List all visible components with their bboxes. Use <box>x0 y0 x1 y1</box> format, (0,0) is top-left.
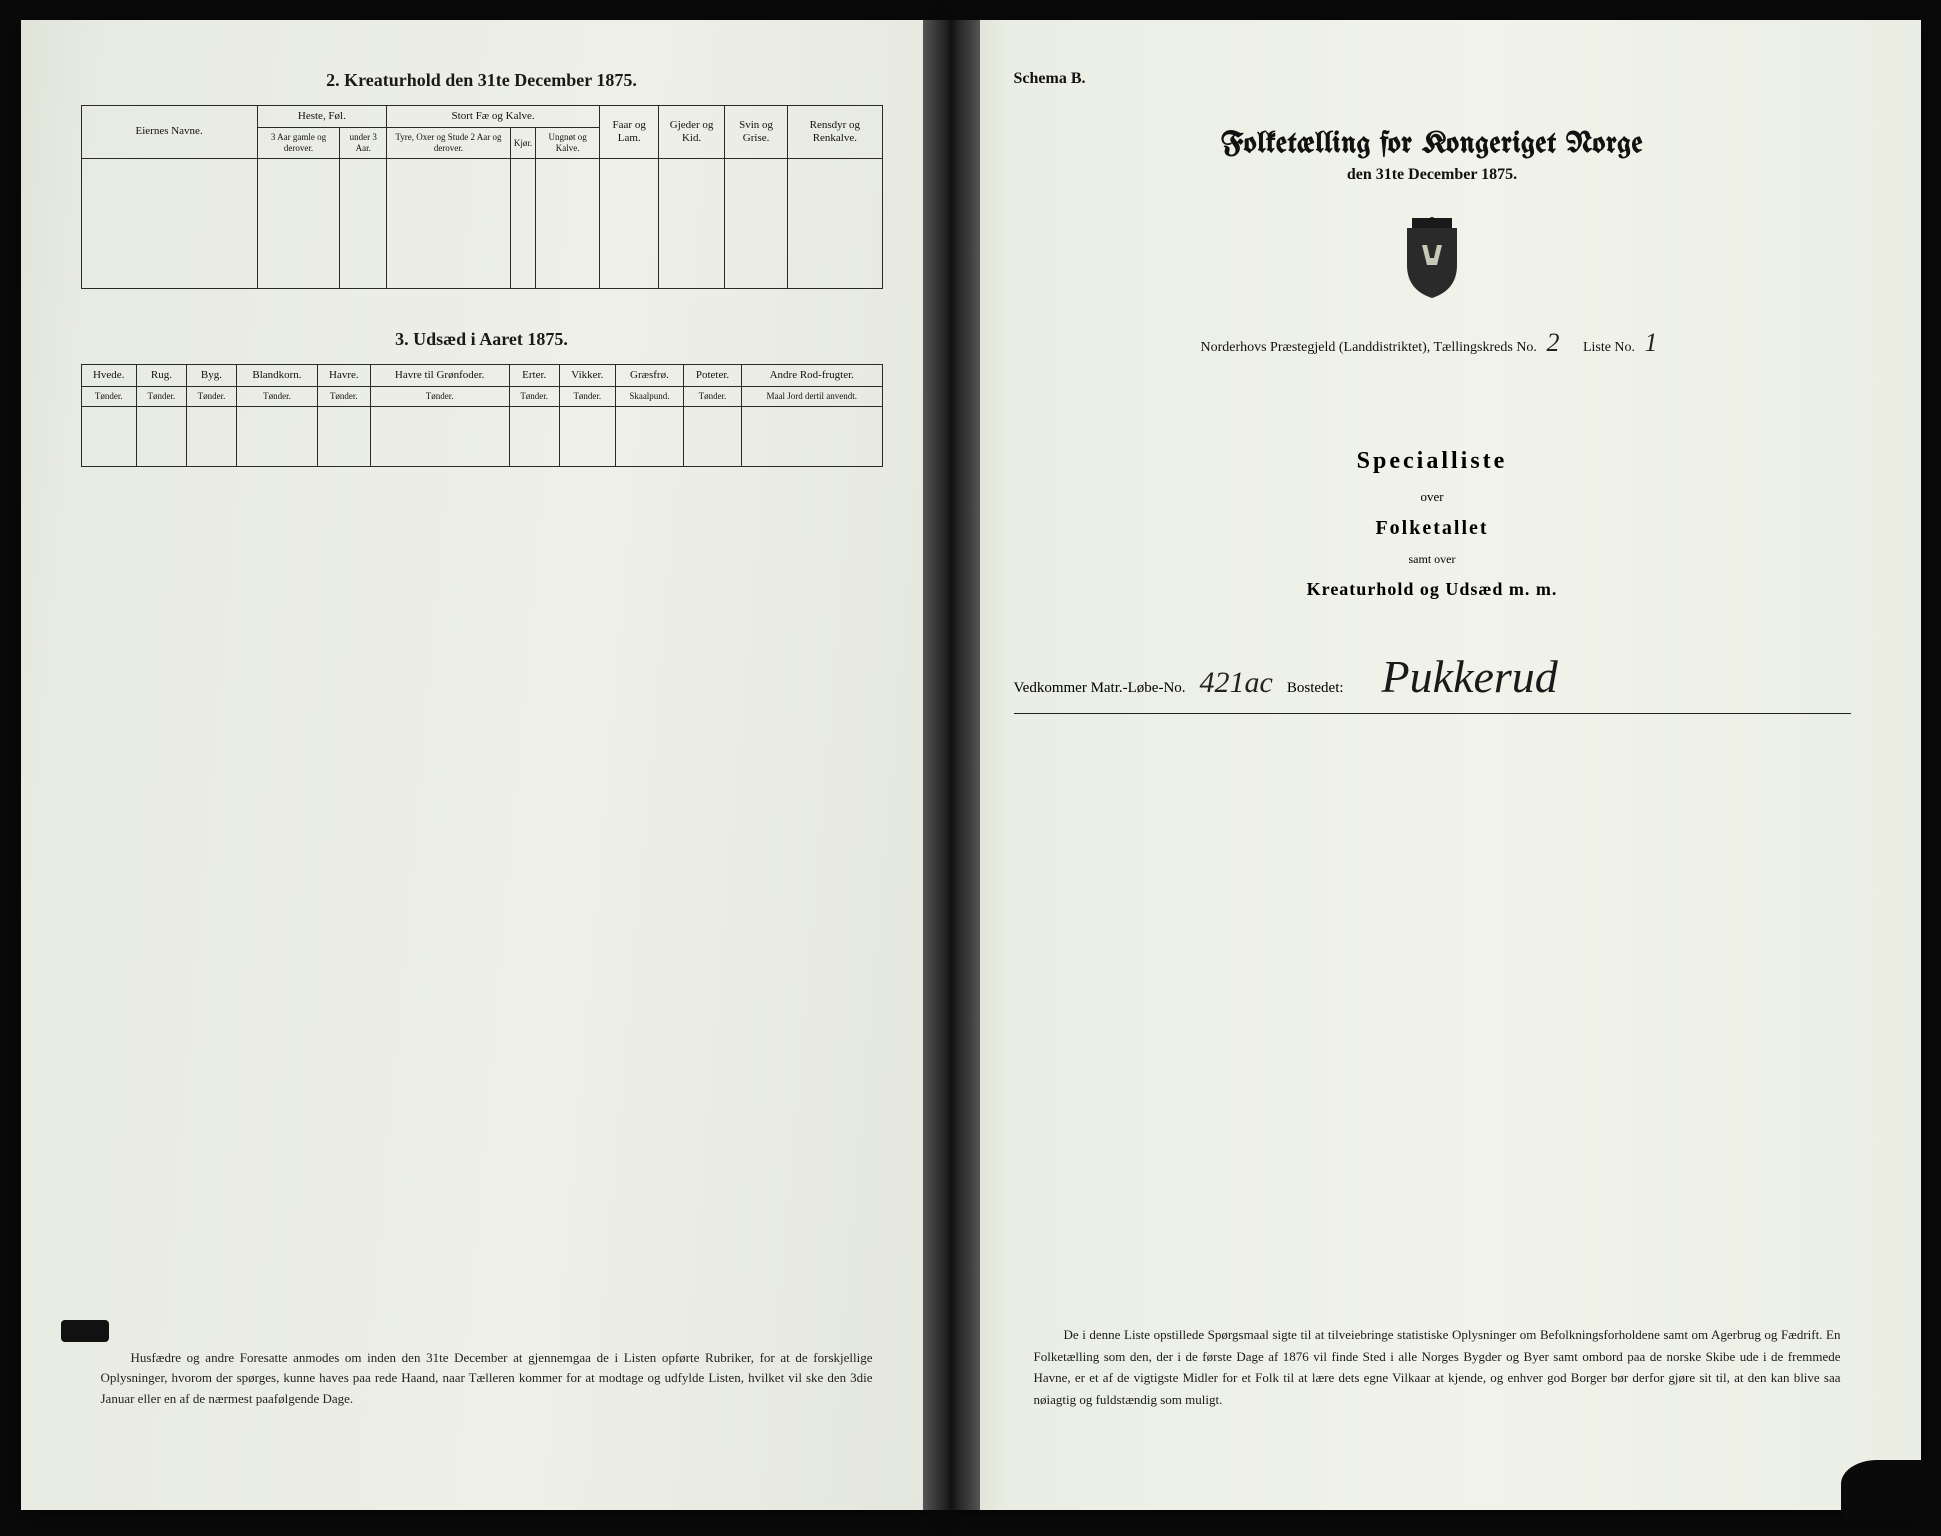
left-footer-text: Husfædre og andre Foresatte anmodes om i… <box>101 1348 873 1410</box>
u8: Tønder. <box>559 386 615 406</box>
section2-title: 2. Kreaturhold den 31te December 1875. <box>81 70 883 91</box>
c8: Vikker. <box>559 364 615 386</box>
c9: Græsfrø. <box>615 364 683 386</box>
underline <box>1014 713 1851 714</box>
right-page: Schema B. Folketælling for Kongeriget No… <box>952 20 1921 1510</box>
group-stortfae: Stort Fæ og Kalve. <box>387 106 600 128</box>
over: over <box>1014 489 1851 505</box>
u11: Maal Jord dertil anvendt. <box>742 386 882 406</box>
section3-title: 3. Udsæd i Aaret 1875. <box>81 329 883 350</box>
col-faar: Faar og Lam. <box>600 106 659 159</box>
u1: Tønder. <box>81 386 136 406</box>
c2: Rug. <box>136 364 186 386</box>
corner-shadow <box>1841 1460 1931 1520</box>
coat-of-arms-icon <box>1392 210 1472 300</box>
col-gjeder: Gjeder og Kid. <box>659 106 725 159</box>
samt: samt over <box>1014 552 1851 567</box>
u6: Tønder. <box>370 386 509 406</box>
district-line: Norderhovs Præstegjeld (Landdistriktet),… <box>1014 328 1851 358</box>
u3: Tønder. <box>186 386 236 406</box>
matr-no: 421ac <box>1194 666 1279 700</box>
sub-fae-1: Tyre, Oxer og Stude 2 Aar og derover. <box>387 128 511 159</box>
district-prefix: Norderhovs Præstegjeld (Landdistriktet),… <box>1200 340 1536 355</box>
u7: Tønder. <box>509 386 559 406</box>
kreds-no: 2 <box>1540 328 1565 357</box>
subtitle: den 31te December 1875. <box>1014 166 1851 184</box>
c7: Erter. <box>509 364 559 386</box>
left-page: 2. Kreaturhold den 31te December 1875. E… <box>21 20 933 1510</box>
right-footer-text: De i denne Liste opstillede Spørgsmaal s… <box>1034 1324 1841 1410</box>
book-binding <box>923 20 980 1510</box>
sub-heste-1: 3 Aar gamle og derover. <box>257 128 340 159</box>
group-heste: Heste, Føl. <box>257 106 386 128</box>
table-row <box>81 158 882 288</box>
bostedet-value: Pukkerud <box>1382 650 1558 703</box>
sub-fae-2: Kjør. <box>510 128 535 159</box>
c5: Havre. <box>317 364 370 386</box>
folketallet: Folketallet <box>1014 517 1851 540</box>
matr-line: Vedkommer Matr.-Løbe-No. 421ac Bostedet:… <box>1014 650 1851 703</box>
u9: Skaalpund. <box>615 386 683 406</box>
right-footer-body: De i denne Liste opstillede Spørgsmaal s… <box>1034 1327 1841 1406</box>
c11: Andre Rod-frugter. <box>742 364 882 386</box>
sub-heste-2: under 3 Aar. <box>340 128 387 159</box>
col-svin: Svin og Grise. <box>725 106 788 159</box>
c10: Poteter. <box>683 364 741 386</box>
c1: Hvede. <box>81 364 136 386</box>
u10: Tønder. <box>683 386 741 406</box>
kreatur: Kreaturhold og Udsæd m. m. <box>1014 579 1851 600</box>
schema-label: Schema B. <box>1014 70 1851 88</box>
table-row <box>81 406 882 466</box>
u4: Tønder. <box>237 386 318 406</box>
u2: Tønder. <box>136 386 186 406</box>
udsaed-table: Hvede. Rug. Byg. Blandkorn. Havre. Havre… <box>81 364 883 467</box>
left-footer-body: Husfædre og andre Foresatte anmodes om i… <box>101 1350 873 1407</box>
ink-blot <box>61 1320 109 1342</box>
book-spread: 2. Kreaturhold den 31te December 1875. E… <box>21 20 1921 1510</box>
u5: Tønder. <box>317 386 370 406</box>
sub-fae-3: Ungnøt og Kalve. <box>536 128 600 159</box>
col-rensdyr: Rensdyr og Renkalve. <box>788 106 882 159</box>
col-eiernes: Eiernes Navne. <box>81 106 257 159</box>
specialliste: Specialliste <box>1014 448 1851 475</box>
main-title: Folketælling for Kongeriget Norge <box>1014 128 1851 160</box>
c4: Blandkorn. <box>237 364 318 386</box>
liste-no: 1 <box>1639 328 1664 357</box>
c6: Havre til Grønfoder. <box>370 364 509 386</box>
c3: Byg. <box>186 364 236 386</box>
bostedet-label: Bostedet: <box>1287 680 1344 697</box>
liste-label: Liste No. <box>1583 340 1635 355</box>
kreaturhold-table: Eiernes Navne. Heste, Føl. Stort Fæ og K… <box>81 105 883 289</box>
matr-label: Vedkommer Matr.-Løbe-No. <box>1014 680 1186 697</box>
